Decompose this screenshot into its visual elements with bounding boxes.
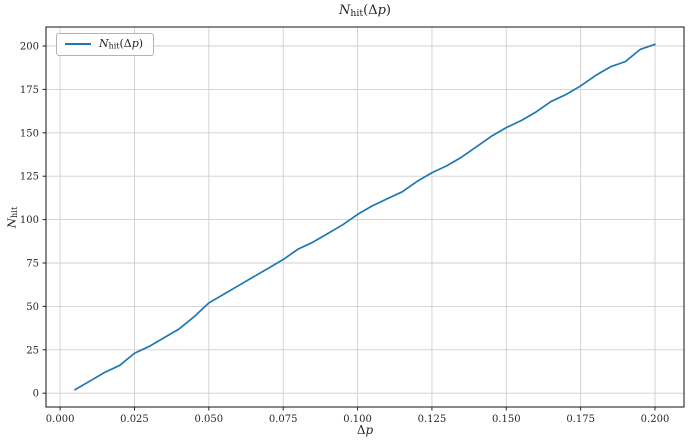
title-param: p — [377, 3, 386, 18]
x-tick-label: 0.200 — [641, 414, 670, 425]
y-tick-label: 50 — [26, 302, 39, 313]
legend: Nhit(Δp) — [56, 33, 155, 56]
y-tick-label: 25 — [26, 345, 39, 356]
title-var: N — [338, 3, 351, 18]
y-tick-label: 175 — [20, 85, 39, 96]
x-tick-label: 0.000 — [46, 414, 75, 425]
legend-sub: hit — [108, 41, 120, 51]
title-sub: hit — [350, 8, 364, 20]
legend-line-sample — [65, 42, 91, 45]
y-tick-label: 0 — [33, 389, 39, 400]
x-tick-label: 0.025 — [120, 414, 149, 425]
ylabel-sub: hit — [9, 206, 20, 218]
legend-close-paren: ) — [138, 37, 144, 50]
legend-label: Nhit(Δp) — [99, 37, 143, 51]
x-tick-label: 0.075 — [269, 414, 298, 425]
x-tick-label: 0.100 — [343, 414, 372, 425]
x-tick-label: 0.150 — [492, 414, 521, 425]
y-tick-label: 150 — [20, 128, 39, 139]
data-series-line — [74, 43, 656, 391]
y-tick-label: 100 — [20, 215, 39, 226]
ylabel-var: N — [4, 217, 19, 228]
y-tick-label: 75 — [26, 259, 39, 270]
xlabel-param: p — [365, 423, 374, 437]
legend-param: p — [131, 37, 139, 50]
xlabel-delta: Δ — [356, 423, 366, 437]
y-axis-label: Nhit — [0, 27, 24, 407]
x-tick-label: 0.125 — [418, 414, 447, 425]
legend-open-paren: ( — [119, 37, 124, 50]
plot-border — [45, 26, 685, 408]
x-axis-label: Δp — [46, 423, 684, 437]
title-open-paren: ( — [363, 3, 369, 18]
title-close-paren: ) — [385, 3, 391, 18]
x-tick-label: 0.050 — [195, 414, 224, 425]
chart-title: Nhit(Δp) — [46, 3, 684, 19]
y-tick-label: 125 — [20, 172, 39, 183]
y-tick-label: 200 — [20, 42, 39, 53]
title-delta: Δ — [368, 3, 378, 18]
legend-var: N — [99, 37, 109, 50]
x-tick-label: 0.175 — [566, 414, 595, 425]
legend-delta: Δ — [123, 37, 132, 50]
